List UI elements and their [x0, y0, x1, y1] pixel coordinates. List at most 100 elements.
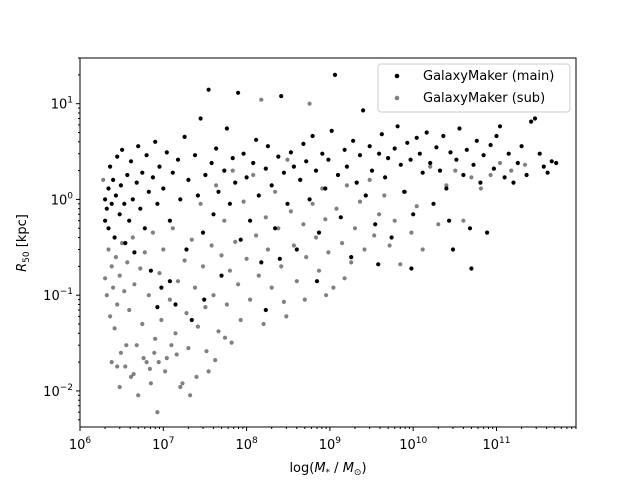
data-point-sub: [256, 273, 261, 278]
data-point-sub: [128, 374, 134, 379]
data-point-sub: [211, 293, 216, 298]
data-point-main: [219, 273, 224, 278]
data-point-main: [203, 172, 208, 178]
data-point-sub: [113, 255, 118, 260]
data-point-main: [464, 147, 469, 152]
data-point-main: [369, 168, 375, 173]
data-point-sub: [326, 250, 331, 255]
data-point-sub: [488, 172, 493, 178]
data-point-sub: [144, 360, 149, 365]
data-point-main: [198, 116, 203, 121]
data-point-sub: [233, 239, 238, 244]
data-point-main: [285, 201, 290, 206]
data-point-main: [277, 256, 282, 261]
data-point-main: [342, 147, 347, 152]
data-point-main: [457, 126, 462, 131]
data-point-main: [529, 119, 534, 124]
data-point-main: [140, 170, 145, 175]
y-tick-label: 10−1: [43, 287, 73, 304]
data-point-sub: [284, 314, 289, 319]
data-point-main: [273, 226, 278, 231]
data-point-sub: [254, 233, 259, 238]
data-point-main: [437, 168, 443, 173]
data-point-main: [254, 137, 259, 142]
data-point-sub: [497, 160, 503, 166]
data-point-sub: [349, 260, 354, 265]
data-point-sub: [148, 381, 153, 386]
data-point-main: [447, 218, 452, 223]
data-point-sub: [189, 237, 194, 242]
data-point-main: [383, 175, 388, 180]
y-tick-label: 100: [51, 191, 74, 208]
data-point-main: [118, 183, 123, 188]
data-point-main: [184, 247, 189, 252]
data-point-main: [202, 297, 207, 302]
data-point-sub: [342, 276, 347, 281]
data-point-sub: [307, 101, 312, 106]
data-point-main: [450, 247, 456, 252]
data-point-sub: [398, 262, 403, 267]
data-point-sub: [104, 293, 109, 298]
data-point-sub: [175, 279, 181, 284]
data-point-main: [200, 230, 206, 235]
data-point-main: [294, 247, 299, 252]
data-point-sub: [206, 369, 211, 374]
data-point-sub: [320, 186, 325, 191]
data-point-main: [485, 230, 490, 235]
data-point-main: [301, 141, 306, 146]
data-point-main: [478, 180, 483, 185]
data-point-sub: [469, 175, 474, 180]
data-point-sub: [244, 256, 249, 261]
data-point-sub: [106, 247, 111, 252]
data-point-main: [474, 138, 479, 143]
data-point-main: [227, 201, 232, 206]
data-point-main: [361, 108, 366, 113]
data-point-main: [263, 166, 268, 171]
data-point-sub: [150, 230, 155, 235]
data-point-main: [146, 189, 151, 194]
data-point-sub: [213, 358, 218, 363]
data-point-sub: [130, 235, 135, 240]
data-point-sub: [269, 285, 274, 290]
data-point-sub: [103, 276, 108, 281]
data-point-main: [519, 144, 524, 149]
data-point-sub: [229, 340, 234, 345]
legend: GalaxyMaker (main) GalaxyMaker (sub): [377, 63, 571, 113]
data-point-sub: [163, 369, 168, 374]
data-point-main: [335, 172, 341, 178]
data-point-sub: [428, 164, 433, 169]
data-point-sub: [334, 206, 339, 211]
data-point-main: [408, 157, 413, 162]
data-point-sub: [117, 273, 122, 278]
data-point-main: [157, 164, 162, 169]
data-point-sub: [136, 393, 141, 398]
data-point-sub: [156, 360, 161, 365]
data-point-sub: [112, 326, 117, 331]
data-point-main: [491, 166, 496, 171]
data-point-sub: [238, 317, 243, 323]
data-point-sub: [285, 157, 290, 162]
data-point-sub: [180, 381, 185, 386]
x-tick-label: 107: [152, 436, 174, 453]
data-point-sub: [265, 247, 270, 252]
data-point-sub: [178, 384, 183, 390]
data-point-main: [132, 250, 137, 255]
data-point-main: [434, 145, 439, 150]
data-point-sub: [344, 183, 349, 188]
data-point-main: [541, 164, 546, 169]
data-point-main: [276, 154, 281, 159]
data-point-main: [532, 116, 538, 121]
data-point-main: [537, 151, 542, 156]
data-point-sub: [173, 331, 178, 336]
data-point-main: [316, 230, 322, 235]
x-tick-label: 108: [235, 436, 258, 453]
data-point-sub: [279, 264, 284, 269]
data-point-main: [281, 170, 286, 175]
data-point-sub: [362, 247, 367, 252]
data-point-sub: [372, 233, 377, 238]
data-point-main: [338, 215, 343, 220]
data-point-sub: [131, 372, 136, 377]
data-point-sub: [164, 356, 169, 361]
data-point-main: [376, 262, 381, 267]
